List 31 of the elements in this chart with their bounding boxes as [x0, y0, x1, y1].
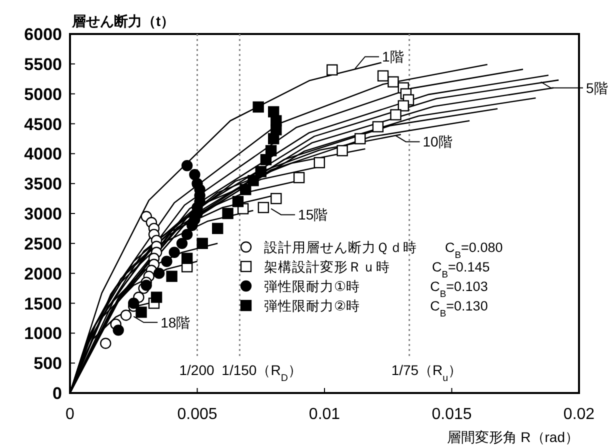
y-tick-label: 5000 — [24, 84, 62, 104]
x-tick-label: 0.005 — [177, 406, 218, 423]
y-tick-label: 4500 — [24, 114, 62, 134]
ref-line-label: 1/150（R$_{D}$） — [222, 362, 302, 384]
y-axis-title: 層せん断力（t） — [71, 13, 175, 29]
y-tick-label: 6000 — [24, 25, 62, 44]
legend-label: 設計用層せん断力Ｑｄ時 C$_{B}$=0.080 — [264, 240, 503, 260]
y-tick-label: 2500 — [24, 234, 62, 254]
y-tick-label: 0 — [52, 384, 62, 403]
y-tick-label: 5500 — [24, 54, 62, 74]
legend-label: 架構設計変形Ｒｕ時 C$_{B}$=0.145 — [264, 260, 490, 280]
y-tick-label: 3500 — [24, 174, 62, 194]
y-tick-label: 2000 — [24, 264, 62, 284]
annotation: 15階 — [298, 206, 328, 223]
x-tick-label: 0.01 — [308, 406, 340, 423]
y-tick-label: 4000 — [24, 144, 62, 164]
annotation: 10階 — [422, 134, 452, 150]
y-tick-label: 1500 — [24, 294, 62, 314]
annotation: 18階 — [160, 314, 190, 330]
y-tick-label: 1000 — [24, 324, 62, 344]
x-axis-title: 層間変形角 R（rad） — [446, 429, 579, 445]
legend-label: 弾性限耐力①時 C$_{B}$=0.103 — [264, 279, 488, 300]
x-tick-label: 0.02 — [563, 406, 595, 423]
legend-label: 弾性限耐力②時 C$_{B}$=0.130 — [264, 298, 488, 319]
y-tick-label: 500 — [34, 354, 62, 374]
x-tick-label: 0 — [66, 406, 75, 423]
x-tick-label: 0.015 — [432, 406, 472, 423]
y-tick-label: 3000 — [24, 204, 62, 224]
annotation: 5階 — [586, 80, 608, 96]
ref-line-label: 1/75（R$_{u}$） — [391, 362, 462, 384]
ref-line-label: 1/200 — [179, 362, 214, 378]
